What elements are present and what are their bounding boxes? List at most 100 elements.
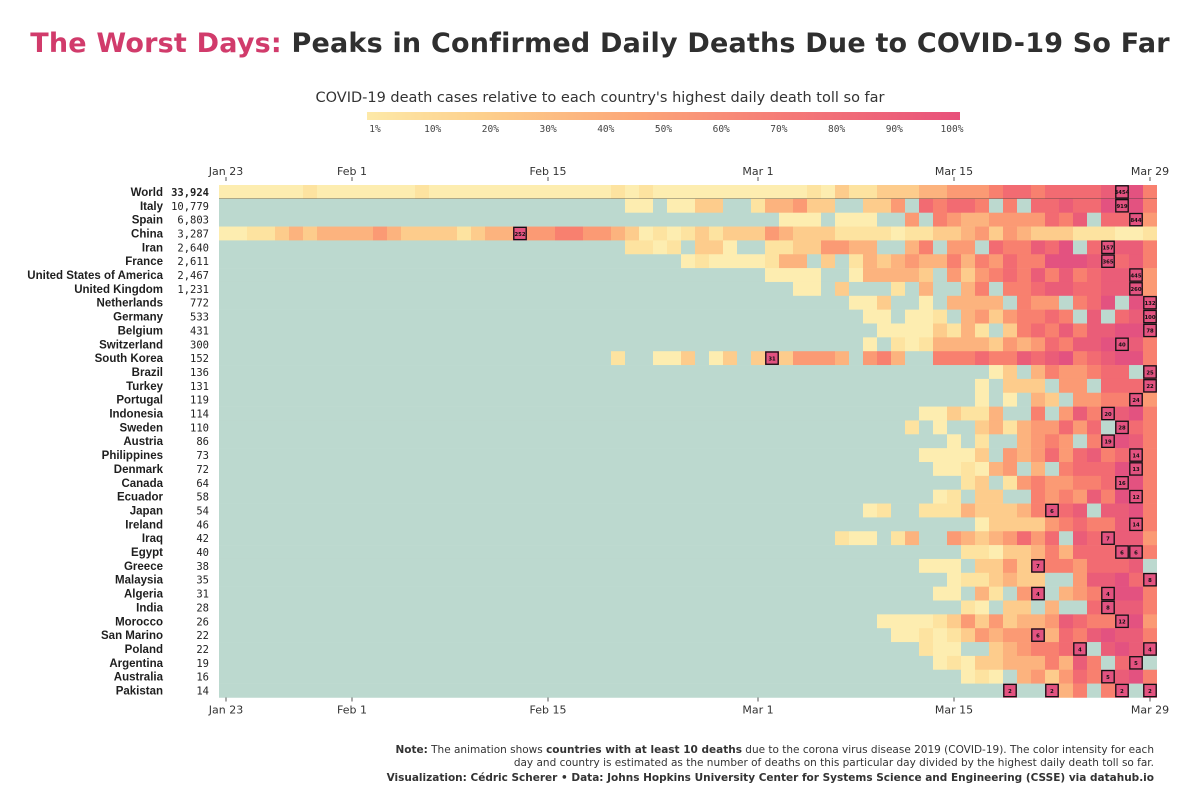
heatmap-cell [835,600,849,615]
heatmap-cell [275,655,289,671]
heatmap-cell [821,309,835,324]
heatmap-cell [317,406,331,421]
heatmap-cell [961,295,975,310]
country-label: Greece [124,561,163,573]
heatmap-cell [1045,531,1059,546]
heatmap-cell [569,642,583,657]
heatmap-cell [471,572,485,587]
heatmap-cell [1045,448,1059,463]
peak-marker [1101,586,1115,601]
heatmap-cell [723,628,737,643]
heatmap-cell [933,268,947,283]
heatmap-cell [681,240,695,255]
peak-marker [1101,434,1115,449]
heatmap-cell [597,614,611,629]
heatmap-cell [555,323,569,338]
heatmap-cell [779,309,793,324]
peak-value: 7 [1106,536,1110,542]
heatmap-cell [625,254,639,269]
heatmap-cell [541,462,555,477]
heatmap-cell [1087,462,1101,477]
peak-value: 25 [1146,370,1154,376]
heatmap-cell [947,572,961,587]
heatmap-cell [275,614,289,629]
heatmap-cell [667,351,681,366]
heatmap-cell [653,545,667,560]
heatmap-cell [723,337,737,352]
heatmap-cell [709,517,723,532]
heatmap-cell [1101,683,1115,698]
heatmap-cell [709,503,723,518]
heatmap-cell [541,268,555,283]
heatmap-cell [555,420,569,435]
heatmap-cell [219,337,233,352]
country-total: 58 [196,492,209,504]
heatmap-cell [807,531,821,546]
heatmap-cell [1031,600,1045,615]
heatmap-cell [863,185,877,200]
heatmap-cell [1003,614,1017,629]
heatmap-cell [807,295,821,310]
heatmap-cell [373,309,387,324]
heatmap-cell [499,586,513,601]
heatmap-cell [401,642,415,657]
heatmap-cell [751,683,765,698]
heatmap-cell [1045,254,1059,269]
heatmap-cell [695,240,709,255]
heatmap-cell [1129,240,1143,255]
heatmap-cell [541,323,555,338]
country-total: 28 [196,602,209,614]
heatmap-cell [541,586,555,601]
heatmap-cell [317,378,331,394]
heatmap-cell [961,226,975,241]
heatmap-cell [765,586,779,601]
heatmap-cell [1143,434,1157,449]
heatmap-cell [1129,351,1143,366]
heatmap-cell [541,517,555,532]
heatmap-cell [219,683,233,698]
heatmap-cell [877,392,891,407]
heatmap-cell [933,212,947,227]
heatmap-cell [359,545,373,560]
heatmap-cell [891,254,905,269]
heatmap-cell [737,240,751,255]
heatmap-cell [667,420,681,435]
heatmap-cell [513,586,527,601]
heatmap-cell [261,669,275,684]
heatmap-cell [1087,198,1101,213]
country-total: 35 [196,575,209,587]
heatmap-cell [1129,614,1143,629]
heatmap-cell [639,434,653,449]
heatmap-cell [485,531,499,546]
heatmap-cell [667,572,681,587]
heatmap-cell [555,351,569,366]
heatmap-cell [905,642,919,657]
peak-marker [1129,656,1143,670]
heatmap-cell [527,642,541,657]
heatmap-cell [1129,185,1143,200]
heatmap-cell [933,240,947,255]
heatmap-cell [569,212,583,227]
heatmap-cell [415,323,429,338]
heatmap-cell [765,420,779,435]
heatmap-cell [583,655,597,671]
heatmap-cell [639,572,653,587]
heatmap-cell [709,600,723,615]
heatmap-cell [443,448,457,463]
heatmap-cell [471,475,485,490]
heatmap-cell [947,420,961,435]
heatmap-cell [919,531,933,546]
heatmap-cell [835,392,849,407]
heatmap-cell [289,614,303,629]
heatmap-cell [821,586,835,601]
heatmap-cell [989,517,1003,532]
heatmap-cell [821,434,835,449]
heatmap-cell [821,558,835,574]
heatmap-cell [1073,475,1087,490]
heatmap-cell [1003,448,1017,463]
peak-marker [1143,295,1157,310]
heatmap-cell [863,406,877,421]
heatmap-cell [303,517,317,532]
heatmap-cell [303,226,317,241]
heatmap-cell [919,448,933,463]
